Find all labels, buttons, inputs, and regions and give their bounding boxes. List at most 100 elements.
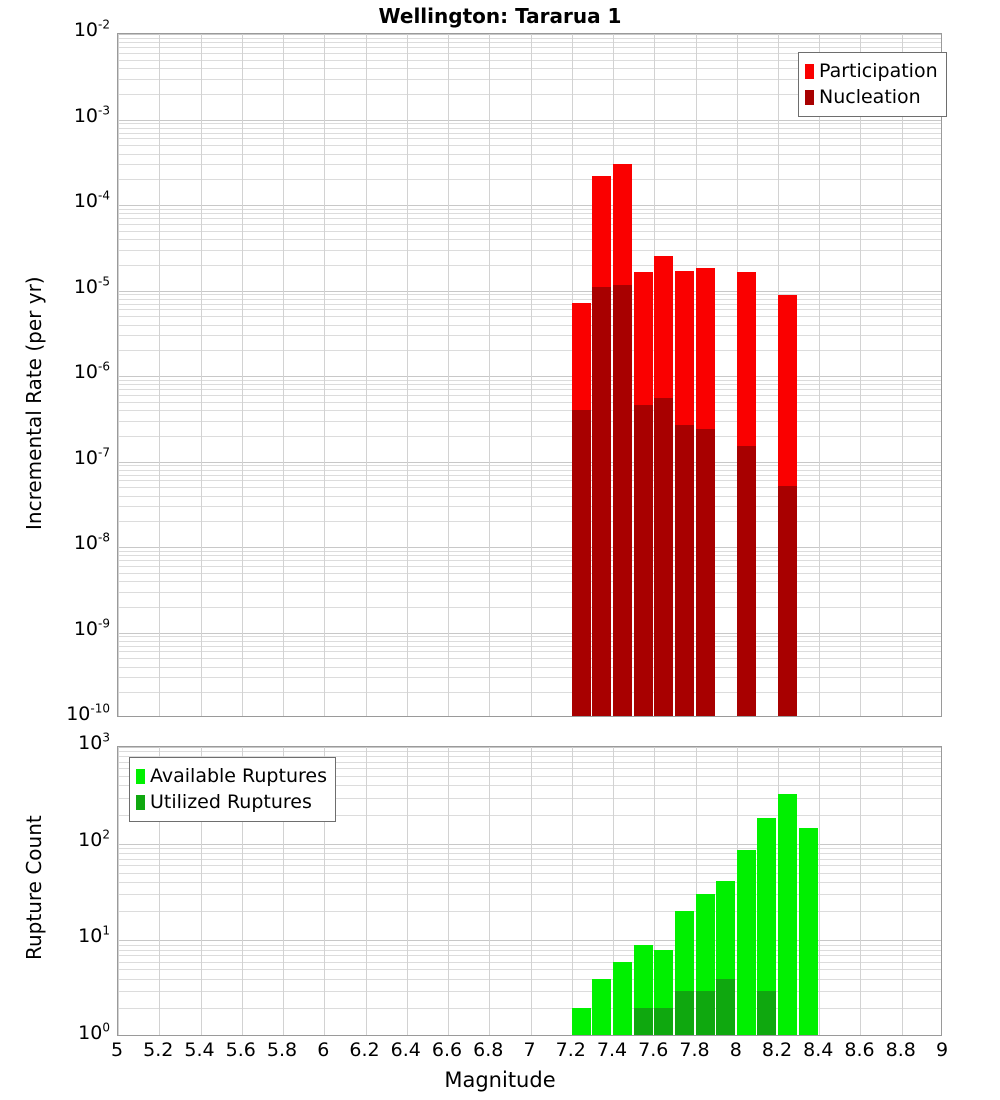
gridline-vertical: [366, 747, 367, 1035]
gridline-minor: [118, 218, 941, 219]
gridline-minor: [118, 521, 941, 522]
gridline-minor: [118, 894, 941, 895]
gridline-minor: [118, 496, 941, 497]
gridline-minor: [118, 42, 941, 43]
x-tick-label: 8: [729, 1039, 742, 1061]
gridline-vertical: [819, 34, 820, 716]
x-tick-label: 6.8: [473, 1039, 504, 1061]
y-tick-label: 10-4: [73, 188, 110, 212]
gridline-minor: [118, 487, 941, 488]
page-title: Wellington: Tararua 1: [378, 4, 622, 28]
nucleation-swatch-icon: [805, 89, 814, 105]
x-tick-label: 7.2: [555, 1039, 586, 1061]
gridline-minor: [118, 677, 941, 678]
gridline-minor: [118, 962, 941, 963]
gridline-minor: [118, 402, 941, 403]
gridline-minor: [118, 145, 941, 146]
gridline-minor: [118, 325, 941, 326]
x-tick-label: 6.4: [390, 1039, 421, 1061]
bottom-y-axis-title: Rupture Count: [22, 815, 46, 960]
bar-available-ruptures: [778, 794, 797, 1035]
top-y-tick-labels: 10-2 10-3 10-4 10-5 10-6 10-7 10-8 10-9 10-10: [38, 0, 110, 724]
bar-nucleation: [737, 446, 756, 716]
y-tick-label: 10-6: [73, 359, 110, 383]
gridline-minor: [118, 969, 941, 970]
gridline-vertical: [613, 747, 614, 1035]
gridline-vertical: [159, 34, 160, 716]
gridline-major: [118, 205, 941, 206]
gridline-minor: [118, 465, 941, 466]
gridline-minor: [118, 250, 941, 251]
gridline-minor: [118, 239, 941, 240]
x-tick-label: 8.6: [844, 1039, 875, 1061]
gridline-vertical: [696, 747, 697, 1035]
y-tick-label: 10-2: [73, 17, 110, 41]
gridline-minor: [118, 815, 941, 816]
x-axis-title: Magnitude: [444, 1068, 556, 1092]
bar-utilized-ruptures: [757, 991, 776, 1035]
bar-available-ruptures: [737, 850, 756, 1035]
gridline-minor: [118, 94, 941, 95]
legend-item-label: Available Ruptures: [150, 764, 327, 787]
top-bars: [118, 34, 941, 716]
gridline-minor: [118, 389, 941, 390]
x-tick-label: 5.4: [184, 1039, 215, 1061]
legend-item: Participation: [805, 58, 938, 84]
legend-item: Nucleation: [805, 84, 938, 110]
participation-swatch-icon: [805, 63, 814, 79]
gridline-vertical: [654, 747, 655, 1035]
gridline-major: [118, 747, 941, 748]
gridline-vertical: [489, 34, 490, 716]
gridline-vertical: [283, 747, 284, 1035]
gridline-vertical: [531, 747, 532, 1035]
gridline-vertical: [118, 747, 119, 1035]
gridline-minor: [118, 138, 941, 139]
x-tick-label: 5: [110, 1039, 124, 1061]
bar-utilized-ruptures: [675, 991, 694, 1035]
gridline-vertical: [860, 34, 861, 716]
gridline-minor: [118, 692, 941, 693]
legend-item: Utilized Ruptures: [136, 789, 327, 815]
gridline-minor: [118, 436, 941, 437]
gridline-minor: [118, 592, 941, 593]
gridline-minor: [118, 179, 941, 180]
gridline-minor: [118, 309, 941, 310]
gridline-minor: [118, 607, 941, 608]
gridline-minor: [118, 265, 941, 266]
gridline-minor: [118, 768, 941, 769]
gridline-minor: [118, 38, 941, 39]
y-tick-label: 102: [78, 827, 110, 851]
gridline-minor: [118, 480, 941, 481]
gridline-minor: [118, 581, 941, 582]
x-tick-label: 6.6: [431, 1039, 463, 1061]
bar-nucleation: [654, 398, 673, 716]
bar-utilized-ruptures: [634, 1008, 653, 1035]
gridline-vertical: [201, 747, 202, 1035]
gridline-vertical: [819, 747, 820, 1035]
gridline-vertical: [283, 34, 284, 716]
x-tick-label: 5.6: [225, 1039, 256, 1061]
gridline-vertical: [324, 34, 325, 716]
x-tick-label: 6.2: [349, 1039, 380, 1061]
gridline-minor: [118, 945, 941, 946]
gridline-minor: [118, 573, 941, 574]
gridline-minor: [118, 380, 941, 381]
y-tick-label: 103: [78, 730, 110, 754]
gridline-minor: [118, 798, 941, 799]
available-ruptures-swatch-icon: [136, 768, 145, 784]
gridline-minor: [118, 551, 941, 552]
x-tick-label: 8.2: [761, 1039, 793, 1061]
gridline-minor: [118, 555, 941, 556]
bar-available-ruptures: [757, 818, 776, 1035]
y-tick-label: 100: [78, 1020, 110, 1044]
gridline-major: [118, 940, 941, 941]
gridline-vertical: [860, 747, 861, 1035]
gridline-vertical: [489, 747, 490, 1035]
gridline-vertical: [201, 34, 202, 716]
gridline-minor: [118, 123, 941, 124]
gridline-minor: [118, 848, 941, 849]
bar-available-ruptures: [592, 979, 611, 1035]
y-tick-label: 10-3: [73, 103, 110, 127]
gridline-minor: [118, 421, 941, 422]
gridline-minor: [118, 651, 941, 652]
